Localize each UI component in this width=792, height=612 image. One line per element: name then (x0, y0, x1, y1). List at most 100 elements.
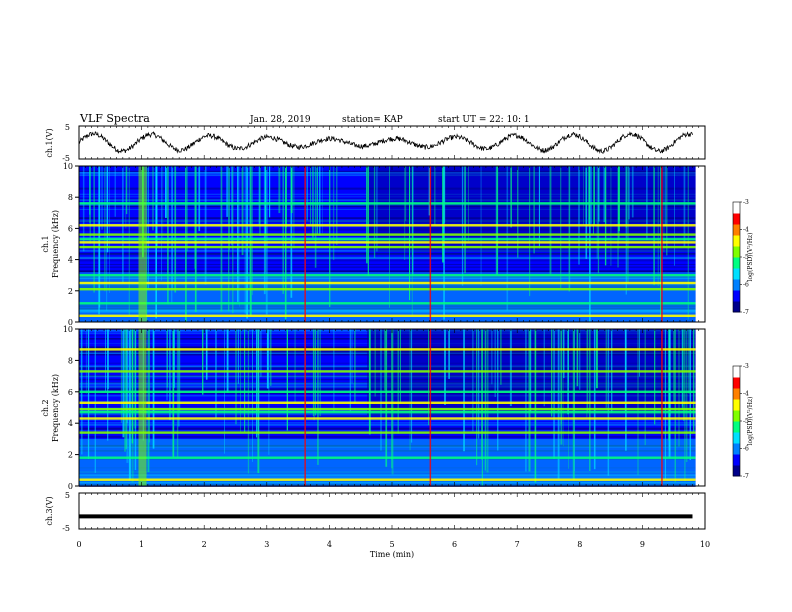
ch2-spec-sferic (270, 329, 272, 386)
ch2-spec-sferic (244, 329, 246, 432)
ch2-spec-ytick-label: 6 (68, 388, 73, 397)
ch1-spec-sferic (306, 166, 308, 221)
ch1-spec-noise-row (79, 198, 696, 200)
ch2-spec-sferic (472, 329, 474, 432)
ch1-spectrogram-image (79, 166, 705, 322)
ch1-spec-sferic (187, 166, 188, 252)
ch2-spec-sferic (589, 329, 591, 471)
ch1-spec-ytick-label: 8 (68, 193, 73, 202)
ch1-colorbar-tick-label: -4 (743, 227, 749, 234)
ch1-colorbar-swatch (733, 268, 740, 280)
ch1-colorbar-tick-label: -5 (743, 254, 749, 261)
ch1-spec-sferic (585, 166, 588, 259)
ch1-spec-noise-row (79, 285, 696, 288)
ch2-spec-noise-row (79, 338, 696, 340)
ch1-waveform-frame (78, 125, 706, 160)
ch2-spec-noise-row (79, 343, 696, 344)
ch1-spec-sferic (316, 166, 318, 234)
ch1-colorbar-tick-label: -3 (743, 199, 749, 206)
ch1-spec-sferic (596, 166, 598, 259)
ch1-spec-sferic (585, 166, 587, 218)
ch2-spec-noise-row (79, 467, 696, 469)
ch2-spec-sferic (384, 329, 386, 391)
ch2-spec-noise-row (79, 413, 696, 414)
ch2-spec-sferic (563, 329, 564, 447)
ch1-colorbar-ticks: -3 -4 -5 -6 -7 (740, 199, 749, 316)
ch2-colorbar-swatch (733, 454, 740, 466)
ch1-spec-sferic (278, 166, 281, 214)
ch2-spec-sferic (484, 329, 486, 471)
ch2-spec-low-band-wash (79, 438, 696, 486)
ch1-spec-sferic (663, 166, 665, 253)
ch2-spec-sferic (481, 329, 483, 486)
ch1-spec-quiet-region (367, 166, 696, 252)
ch2-spec-noise-row (79, 332, 696, 334)
ch2-spec-sferic (260, 329, 262, 377)
ch1-spec-sferic (114, 166, 116, 217)
ch2-spec-ytick-label: 10 (63, 325, 73, 334)
ch2-spectrogram-panel: 0 2 4 6 8 10 ch.2 Frequency (kHz) (41, 325, 706, 491)
ch2-spectrogram-yticks: 0 2 4 6 8 10 (63, 325, 79, 491)
ch2-spec-sferic (399, 329, 401, 404)
ch2-spec-sferic (126, 329, 129, 463)
ch2-spec-sferic (444, 329, 446, 405)
ch2-spec-noise-row (79, 405, 696, 407)
ch1-spec-sferic (405, 166, 407, 221)
ch2-spec-sferic (605, 329, 607, 408)
ch1-colorbar-swatch (733, 290, 740, 302)
ch2-spec-noise-row (79, 368, 696, 370)
ch1-spec-sferic (389, 166, 390, 308)
station-label: station= KAP (342, 115, 403, 125)
ch1-spec-noise-row (79, 305, 696, 307)
ch1-spec-sferic (249, 166, 252, 316)
ch1-spec-sferic (590, 166, 592, 224)
time-axis-ticks (78, 126, 706, 529)
ch2-spec-sferic (134, 329, 137, 429)
ch2-spec-sferic (673, 329, 675, 404)
ch1-spec-sferic (152, 166, 154, 231)
ch2-spec-sferic (257, 329, 259, 436)
ch2-spec-sferic (411, 329, 413, 443)
ch2-spec-sferic (668, 329, 671, 459)
ch2-spec-noise-row (79, 329, 696, 332)
ch1-spec-sferic (125, 166, 127, 229)
ch1-spec-noise-row (79, 209, 696, 210)
ch1-spec-sferic (625, 166, 627, 295)
ch2-spec-sferic (448, 329, 450, 379)
ch2-colorbar-swatch (733, 421, 740, 433)
ch3-waveform-panel: 5 -5 ch.3(V) (45, 491, 706, 533)
ch2-spec-noise-row (79, 446, 696, 448)
ch2-spec-sferic (124, 329, 126, 452)
ch1-spec-sferic (631, 166, 634, 218)
ch1-spec-sferic (583, 166, 584, 225)
ch2-spec-ytick-label: 4 (68, 419, 73, 428)
ch2-spec-sferic (654, 329, 656, 425)
ch2-spec-noise-row (79, 365, 696, 368)
ch2-spec-sferic (235, 329, 237, 425)
ch2-spec-noise-row (79, 450, 696, 452)
ch1-colorbar-swatch (733, 301, 740, 313)
ch1-spec-band (79, 281, 696, 285)
ch1-spec-sferic (231, 166, 233, 246)
ch2-spec-sferic (563, 329, 565, 378)
ch1-spec-sferic (538, 166, 540, 249)
ch1-spec-noise-row (79, 174, 696, 176)
time-tick-label: 2 (202, 540, 207, 549)
ch1-spec-sferic (161, 166, 162, 281)
ch1-spec-sferic (617, 166, 619, 268)
ch1-waveform-trace (78, 131, 693, 155)
ch2-spec-sferic (128, 329, 131, 481)
ch2-spec-sferic (596, 329, 598, 389)
ch1-spec-sferic (101, 166, 103, 230)
ch1-spec-noise-row (79, 217, 696, 219)
ch1-spec-ytick-label: 0 (68, 318, 73, 327)
ch2-spec-band (79, 390, 696, 393)
ch2-spec-noise-row (79, 430, 696, 431)
ch2-spec-band (79, 401, 696, 404)
ch1-spec-noise-row (79, 307, 696, 310)
ch1-spec-sferic (434, 166, 436, 225)
ch1-spec-sferic (319, 166, 321, 236)
ch2-spec-sferic (247, 329, 250, 474)
ch1-spec-sferic (604, 166, 607, 266)
